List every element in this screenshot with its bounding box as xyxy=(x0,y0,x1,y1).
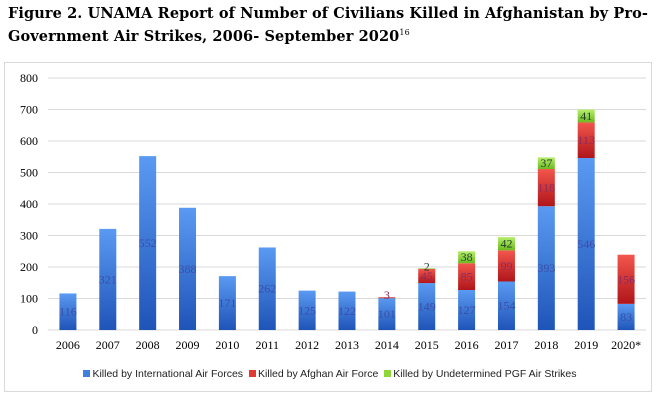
data-label-1-9: 45 xyxy=(421,269,433,283)
bar-1-8 xyxy=(378,297,396,299)
bar-0-11 xyxy=(497,281,515,330)
data-label-0-3: 388 xyxy=(179,262,197,276)
data-label-0-12: 393 xyxy=(537,261,555,275)
data-label-0-0: 116 xyxy=(59,305,77,319)
legend-swatch xyxy=(249,370,257,377)
y-tick-label: 200 xyxy=(20,260,38,274)
y-tick-label: 700 xyxy=(20,103,38,117)
bar-2-11 xyxy=(497,237,515,251)
data-label-0-8: 101 xyxy=(378,307,396,321)
data-label-2-12: 37 xyxy=(540,156,552,170)
data-label-0-5: 262 xyxy=(258,282,276,296)
legend-swatch xyxy=(83,370,91,377)
bar-2-13 xyxy=(577,109,595,123)
y-axis: 0 100 200 300 400 500 600 700 800 xyxy=(20,71,38,337)
bar-0-6 xyxy=(298,290,316,330)
legend-label: Killed by Undetermined PGF Air Strikes xyxy=(393,368,577,380)
bar-1-14 xyxy=(617,254,635,304)
legend-item-0: Killed by International Air Forces xyxy=(83,368,243,380)
bar-1-12 xyxy=(537,169,555,207)
data-label-1-12: 118 xyxy=(538,181,556,195)
bar-0-4 xyxy=(218,276,236,330)
bar-0-2 xyxy=(139,156,157,330)
legend-swatch xyxy=(384,370,392,377)
data-labels: 116 321 552 388 171 262 125 122 101 3 149 452 127 85 3… xyxy=(59,109,635,324)
x-tick-label: 2014 xyxy=(375,338,399,352)
bar-1-9 xyxy=(418,268,436,284)
bar-0-12 xyxy=(537,206,555,330)
bar-0-13 xyxy=(577,158,595,330)
chart-title-text: Figure 2. UNAMA Report of Number of Civi… xyxy=(8,5,648,45)
data-label-0-1: 321 xyxy=(99,272,117,286)
x-tick-label: 2019 xyxy=(574,338,598,352)
x-tick-label: 2006 xyxy=(56,338,80,352)
bar-1-13 xyxy=(577,122,595,159)
data-label-2-10: 38 xyxy=(461,250,473,264)
data-label-1-10: 85 xyxy=(461,270,473,284)
bar-2-9 xyxy=(418,268,436,269)
x-tick-label: 2020* xyxy=(611,338,641,352)
data-label-0-11: 154 xyxy=(497,299,515,313)
bar-2-12 xyxy=(537,157,555,170)
y-tick-label: 800 xyxy=(20,71,38,85)
x-tick-label: 2013 xyxy=(335,338,359,352)
data-label-2-9: 2 xyxy=(424,259,430,273)
bar-0-9 xyxy=(418,283,436,330)
x-tick-label: 2017 xyxy=(494,338,518,352)
legend-item-2: Killed by Undetermined PGF Air Strikes xyxy=(384,368,577,380)
bar-0-14 xyxy=(617,303,635,330)
data-label-0-2: 552 xyxy=(139,236,157,250)
bar-0-1 xyxy=(99,228,117,330)
data-label-1-14: 156 xyxy=(617,272,635,286)
bar-2-10 xyxy=(458,251,476,264)
data-label-0-14: 83 xyxy=(620,310,632,324)
x-tick-label: 2012 xyxy=(295,338,319,352)
bar-0-0 xyxy=(59,293,77,330)
data-label-2-13: 41 xyxy=(580,109,592,123)
x-tick-label: 2018 xyxy=(534,338,558,352)
title-footnote: 16 xyxy=(399,28,410,37)
chart-title: Figure 2. UNAMA Report of Number of Civi… xyxy=(8,4,656,46)
bar-0-8 xyxy=(378,298,396,330)
legend-item-1: Killed by Afghan Air Force xyxy=(249,368,378,380)
y-tick-label: 300 xyxy=(20,229,38,243)
data-label-1-11: 99 xyxy=(500,259,512,273)
y-tick-label: 600 xyxy=(20,134,38,148)
bars xyxy=(59,109,635,330)
y-tick-label: 0 xyxy=(32,323,38,337)
y-tick-label: 100 xyxy=(20,292,38,306)
bar-1-10 xyxy=(458,263,476,290)
x-tick-label: 2009 xyxy=(176,338,200,352)
bar-0-3 xyxy=(179,207,197,330)
x-tick-label: 2008 xyxy=(136,338,160,352)
y-tick-label: 500 xyxy=(20,166,38,180)
legend-label: Killed by International Air Forces xyxy=(92,368,244,380)
x-axis: 2006 2007 2008 2009 2010 2011 2012 2013 2014 2015… xyxy=(56,338,641,352)
data-label-2-11: 42 xyxy=(500,237,512,251)
x-tick-label: 2011 xyxy=(255,338,279,352)
bar-0-10 xyxy=(458,289,476,330)
legend: Killed by International Air Forces Killed… xyxy=(0,368,660,384)
x-tick-label: 2016 xyxy=(455,338,479,352)
data-label-0-7: 122 xyxy=(338,304,356,318)
x-tick-label: 2007 xyxy=(96,338,120,352)
data-label-0-13: 546 xyxy=(577,237,595,251)
data-label-1-8: 3 xyxy=(384,288,390,302)
bar-1-11 xyxy=(497,250,515,282)
bar-0-5 xyxy=(258,247,276,330)
data-label-1-13: 113 xyxy=(577,133,595,147)
x-tick-label: 2010 xyxy=(215,338,239,352)
data-label-0-6: 125 xyxy=(298,303,316,317)
legend-label: Killed by Afghan Air Force xyxy=(258,368,379,380)
data-label-0-4: 171 xyxy=(218,296,236,310)
data-label-0-9: 149 xyxy=(418,300,436,314)
x-tick-label: 2015 xyxy=(415,338,439,352)
y-tick-label: 400 xyxy=(20,197,38,211)
bar-0-7 xyxy=(338,291,356,330)
data-label-0-10: 127 xyxy=(458,303,476,317)
